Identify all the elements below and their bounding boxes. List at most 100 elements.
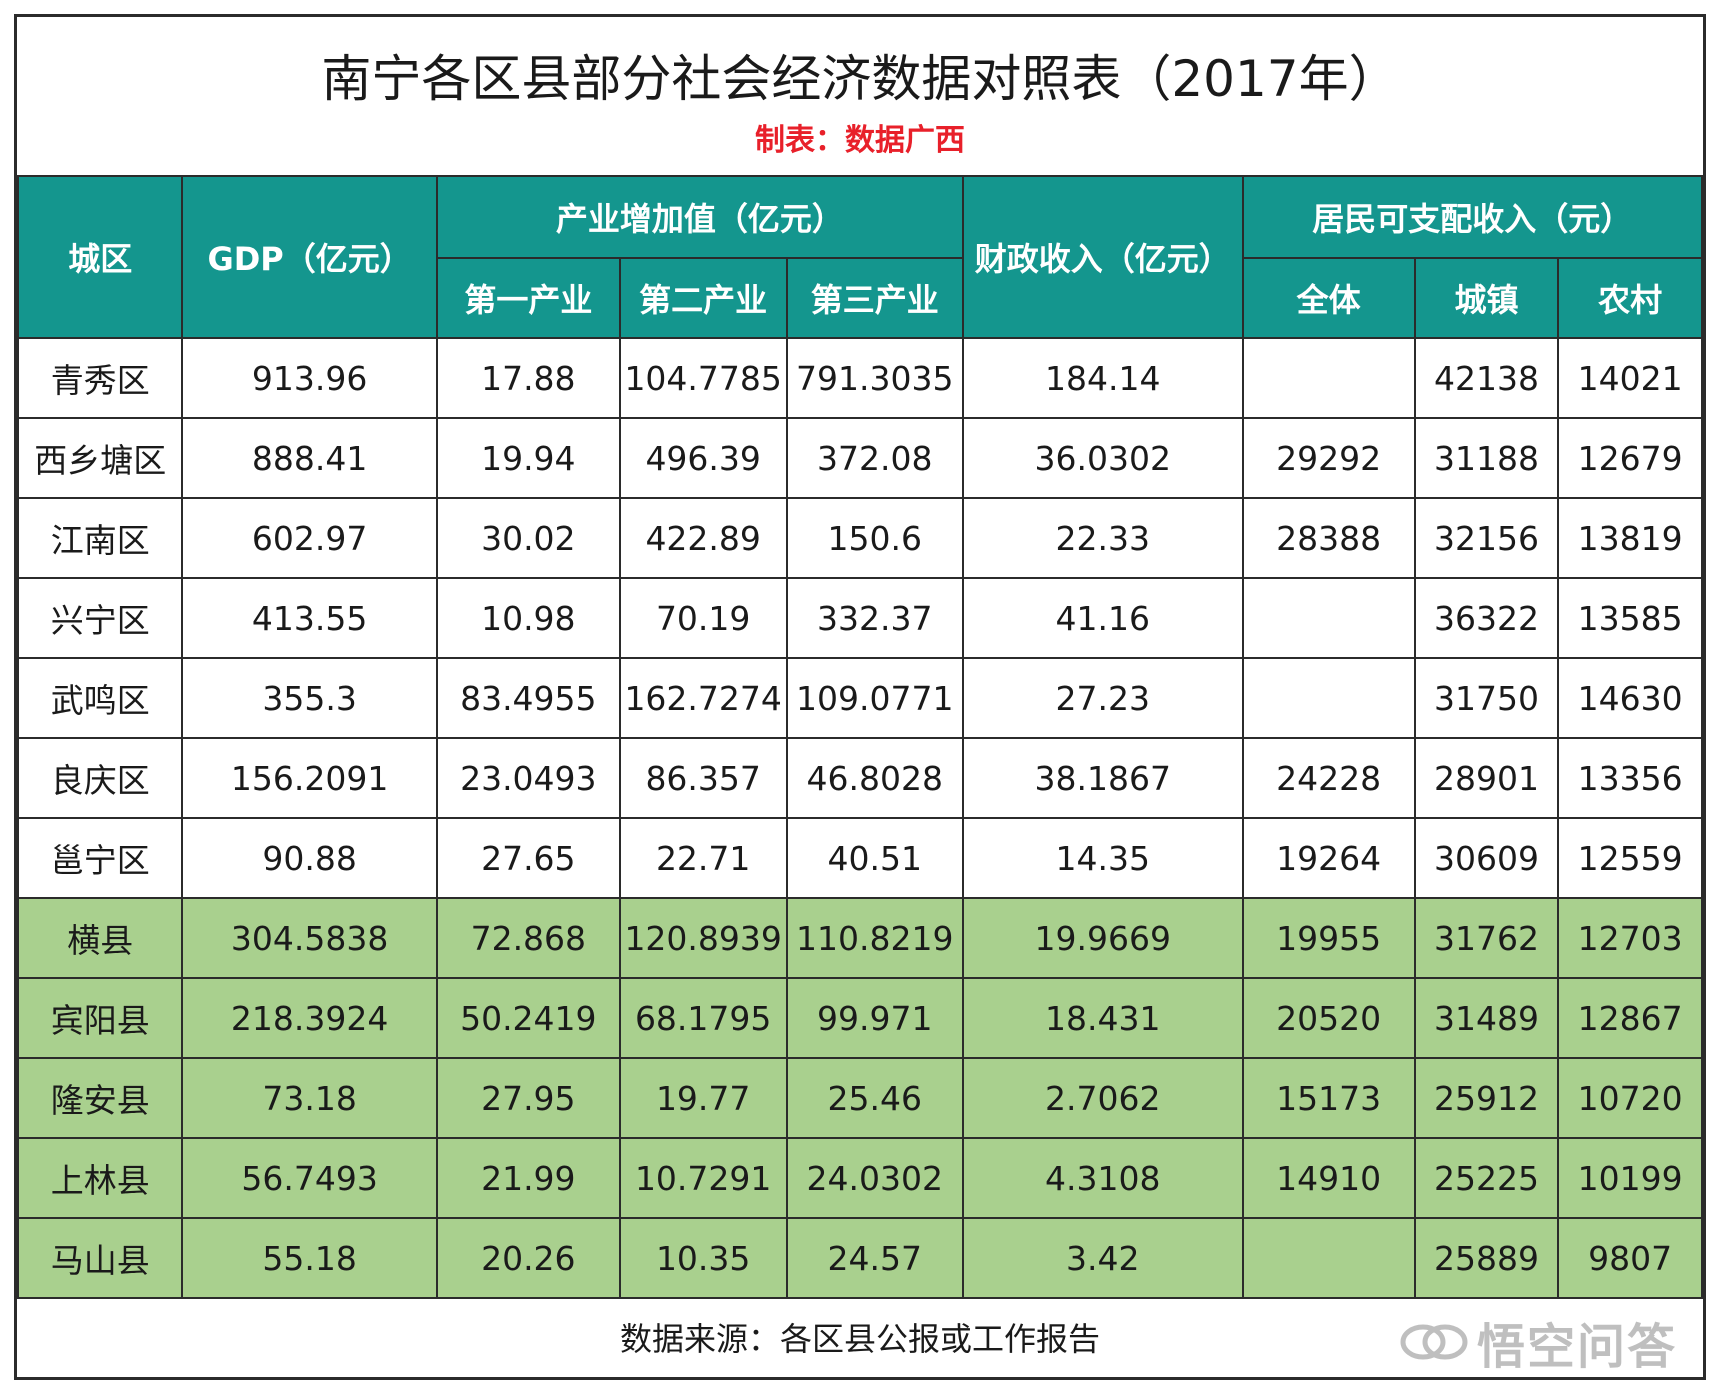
primary-industry-cell: 27.65 <box>435 817 621 899</box>
watermark-text: 悟空问答 <box>1476 1319 1677 1375</box>
data-table: 城区 GDP（亿元） 产业增加值（亿元） 财政收入（亿元） 居民可支配收入（元）… <box>16 175 1704 1299</box>
watermark: 悟空问答 <box>1399 1307 1677 1377</box>
tertiary-industry-cell: 110.8219 <box>785 897 964 979</box>
income-urban-cell: 25912 <box>1413 1057 1560 1139</box>
header-secondary: 第二产业 <box>618 257 788 339</box>
district-name-cell: 兴宁区 <box>16 577 184 659</box>
district-row: 兴宁区 413.55 10.98 70.19 332.37 41.16 36322 13585 <box>16 577 1703 659</box>
table-header: 城区 GDP（亿元） 产业增加值（亿元） 财政收入（亿元） 居民可支配收入（元）… <box>16 175 1704 339</box>
income-rural-cell: 12559 <box>1557 817 1703 899</box>
income-urban-cell: 25225 <box>1413 1137 1560 1219</box>
district-name-cell: 武鸣区 <box>16 657 184 739</box>
secondary-industry-cell: 104.7785 <box>618 337 788 419</box>
header-industry-group: 产业增加值（亿元） <box>435 175 965 259</box>
income-all-cell <box>1241 337 1416 419</box>
fiscal-revenue-cell: 22.33 <box>962 497 1244 579</box>
district-name-cell: 宾阳县 <box>16 977 184 1059</box>
primary-industry-cell: 27.95 <box>435 1057 621 1139</box>
primary-industry-cell: 50.2419 <box>435 977 621 1059</box>
income-rural-cell: 13356 <box>1557 737 1703 819</box>
fiscal-revenue-cell: 4.3108 <box>962 1137 1244 1219</box>
gdp-cell: 56.7493 <box>181 1137 438 1219</box>
header-tertiary: 第三产业 <box>785 257 964 339</box>
fiscal-revenue-cell: 184.14 <box>962 337 1244 419</box>
income-urban-cell: 30609 <box>1413 817 1560 899</box>
district-name-cell: 上林县 <box>16 1137 184 1219</box>
gdp-cell: 602.97 <box>181 497 438 579</box>
district-name-cell: 青秀区 <box>16 337 184 419</box>
county-row: 横县 304.5838 72.868 120.8939 110.8219 19.9669 1… <box>16 897 1703 979</box>
gdp-cell: 218.3924 <box>181 977 438 1059</box>
income-urban-cell: 28901 <box>1413 737 1560 819</box>
tertiary-industry-cell: 24.0302 <box>785 1137 964 1219</box>
header-gdp: GDP（亿元） <box>181 175 438 339</box>
wukong-logo-icon <box>1400 1324 1468 1360</box>
primary-industry-cell: 19.94 <box>435 417 621 499</box>
income-urban-cell: 31188 <box>1413 417 1560 499</box>
income-rural-cell: 12703 <box>1557 897 1703 979</box>
header-income-all: 全体 <box>1241 257 1416 339</box>
income-urban-cell: 36322 <box>1413 577 1560 659</box>
fiscal-revenue-cell: 38.1867 <box>962 737 1244 819</box>
secondary-industry-cell: 422.89 <box>618 497 788 579</box>
fiscal-revenue-cell: 18.431 <box>962 977 1244 1059</box>
district-name-cell: 隆安县 <box>16 1057 184 1139</box>
tertiary-industry-cell: 372.08 <box>785 417 964 499</box>
gdp-cell: 888.41 <box>181 417 438 499</box>
primary-industry-cell: 17.88 <box>435 337 621 419</box>
district-name-cell: 良庆区 <box>16 737 184 819</box>
tertiary-industry-cell: 150.6 <box>785 497 964 579</box>
page-title: 南宁各区县部分社会经济数据对照表（2017年） <box>321 50 1399 108</box>
district-name-cell: 马山县 <box>16 1217 184 1299</box>
district-row: 西乡塘区 888.41 19.94 496.39 372.08 36.0302 29292 3… <box>16 417 1703 499</box>
income-rural-cell: 13819 <box>1557 497 1703 579</box>
fiscal-revenue-cell: 2.7062 <box>962 1057 1244 1139</box>
data-table-wrap: 城区 GDP（亿元） 产业增加值（亿元） 财政收入（亿元） 居民可支配收入（元）… <box>16 175 1704 1299</box>
data-source-note: 数据来源：各区县公报或工作报告 <box>619 1320 1100 1358</box>
county-row: 马山县 55.18 20.26 10.35 24.57 3.42 25889 9807 <box>16 1217 1703 1299</box>
header-district: 城区 <box>16 175 184 339</box>
income-all-cell <box>1241 657 1416 739</box>
income-rural-cell: 12679 <box>1557 417 1703 499</box>
page-subtitle: 制表：数据广西 <box>755 123 965 158</box>
secondary-industry-cell: 162.7274 <box>618 657 788 739</box>
district-name-cell: 邕宁区 <box>16 817 184 899</box>
fiscal-revenue-cell: 41.16 <box>962 577 1244 659</box>
header-income-rural: 农村 <box>1557 257 1703 339</box>
income-urban-cell: 32156 <box>1413 497 1560 579</box>
income-rural-cell: 10720 <box>1557 1057 1703 1139</box>
income-all-cell <box>1241 1217 1416 1299</box>
secondary-industry-cell: 68.1795 <box>618 977 788 1059</box>
income-rural-cell: 14630 <box>1557 657 1703 739</box>
gdp-cell: 304.5838 <box>181 897 438 979</box>
secondary-industry-cell: 86.357 <box>618 737 788 819</box>
fiscal-revenue-cell: 19.9669 <box>962 897 1244 979</box>
district-row: 武鸣区 355.3 83.4955 162.7274 109.0771 27.23 3175… <box>16 657 1703 739</box>
primary-industry-cell: 83.4955 <box>435 657 621 739</box>
secondary-industry-cell: 496.39 <box>618 417 788 499</box>
tertiary-industry-cell: 99.971 <box>785 977 964 1059</box>
table-frame: 南宁各区县部分社会经济数据对照表（2017年） 制表：数据广西 城区 GDP（亿… <box>14 14 1706 1380</box>
income-all-cell: 24228 <box>1241 737 1416 819</box>
header-fiscal: 财政收入（亿元） <box>962 175 1244 339</box>
table-body: 青秀区 913.96 17.88 104.7785 791.3035 184.14 4213… <box>16 337 1703 1299</box>
income-urban-cell: 42138 <box>1413 337 1560 419</box>
income-rural-cell: 12867 <box>1557 977 1703 1059</box>
gdp-cell: 913.96 <box>181 337 438 419</box>
county-row: 上林县 56.7493 21.99 10.7291 24.0302 4.3108 14910… <box>16 1137 1703 1219</box>
gdp-cell: 73.18 <box>181 1057 438 1139</box>
district-row: 良庆区 156.2091 23.0493 86.357 46.8028 38.1867 24… <box>16 737 1703 819</box>
tertiary-industry-cell: 109.0771 <box>785 657 964 739</box>
gdp-cell: 90.88 <box>181 817 438 899</box>
income-urban-cell: 31750 <box>1413 657 1560 739</box>
fiscal-revenue-cell: 14.35 <box>962 817 1244 899</box>
district-row: 邕宁区 90.88 27.65 22.71 40.51 14.35 19264 30609 12… <box>16 817 1703 899</box>
fiscal-revenue-cell: 27.23 <box>962 657 1244 739</box>
income-all-cell: 19955 <box>1241 897 1416 979</box>
income-rural-cell: 13585 <box>1557 577 1703 659</box>
district-name-cell: 横县 <box>16 897 184 979</box>
fiscal-revenue-cell: 3.42 <box>962 1217 1244 1299</box>
gdp-cell: 355.3 <box>181 657 438 739</box>
tertiary-industry-cell: 40.51 <box>785 817 964 899</box>
tertiary-industry-cell: 24.57 <box>785 1217 964 1299</box>
